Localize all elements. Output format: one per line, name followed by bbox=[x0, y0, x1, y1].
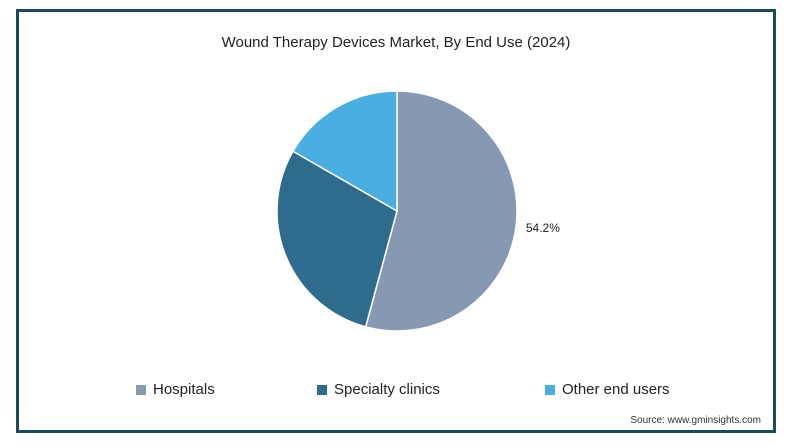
legend-swatch-hospitals bbox=[136, 384, 146, 395]
chart-legend: Hospitals Specialty clinics Other end us… bbox=[19, 381, 773, 405]
data-label-hospitals: 54.2% bbox=[526, 221, 560, 235]
source-note: Source: www.gminsights.com bbox=[630, 415, 761, 426]
legend-label-specialty-clinics: Specialty clinics bbox=[334, 381, 440, 398]
chart-frame: Wound Therapy Devices Market, By End Use… bbox=[16, 9, 776, 433]
pie-chart: 54.2% bbox=[276, 90, 560, 332]
legend-swatch-other-end-users bbox=[545, 384, 555, 395]
chart-title: Wound Therapy Devices Market, By End Use… bbox=[221, 34, 571, 51]
legend-item-specialty-clinics: Specialty clinics bbox=[317, 381, 440, 398]
pie-slice-other-end-users bbox=[291, 90, 398, 213]
legend-item-other-end-users: Other end users bbox=[545, 381, 670, 398]
legend-item-hospitals: Hospitals bbox=[136, 381, 215, 398]
legend-swatch-specialty-clinics bbox=[317, 384, 327, 395]
pie-slice-specialty-clinics bbox=[276, 150, 398, 328]
legend-label-hospitals: Hospitals bbox=[153, 381, 215, 398]
pie-slice-hospitals bbox=[364, 90, 518, 332]
legend-label-other-end-users: Other end users bbox=[562, 381, 670, 398]
